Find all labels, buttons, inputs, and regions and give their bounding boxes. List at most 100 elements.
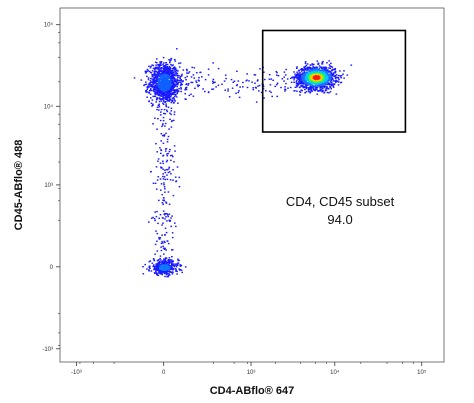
event-dot: [161, 93, 164, 95]
event-dot: [170, 107, 173, 109]
event-dot: [174, 176, 177, 178]
event-dot: [237, 80, 240, 82]
event-dot: [150, 72, 153, 74]
event-dot: [166, 273, 168, 275]
event-dot: [157, 74, 160, 76]
event-dot: [148, 100, 150, 102]
event-dot: [177, 76, 179, 79]
event-dot: [164, 83, 166, 85]
event-dot: [168, 68, 170, 71]
event-dot: [169, 61, 171, 64]
event-dot: [295, 86, 298, 88]
event-dot: [186, 68, 188, 71]
event-dot: [157, 158, 160, 160]
event-dot: [174, 150, 176, 152]
event-dot: [300, 82, 303, 84]
event-dot: [165, 93, 167, 95]
event-dot: [176, 262, 179, 264]
event-dot: [164, 70, 167, 72]
event-dot: [181, 80, 184, 83]
event-dot: [163, 186, 166, 188]
event-dot: [171, 263, 173, 265]
event-dot: [315, 85, 318, 87]
event-dot: [309, 84, 312, 86]
event-dot: [168, 94, 170, 96]
event-dot: [163, 81, 166, 83]
event-dot: [156, 151, 158, 153]
event-dot: [307, 78, 309, 80]
event-dot: [317, 77, 320, 79]
event-dot: [167, 266, 169, 268]
event-dot: [333, 75, 335, 77]
event-dot: [178, 79, 180, 82]
event-dot: [314, 89, 317, 91]
event-dot: [173, 264, 175, 267]
event-dot: [171, 268, 174, 271]
event-dot: [145, 90, 147, 92]
event-dot: [171, 261, 174, 263]
event-dot: [145, 83, 148, 85]
event-dot: [328, 83, 331, 86]
event-dot: [204, 90, 206, 93]
event-dot: [175, 72, 177, 74]
event-dot: [340, 77, 342, 79]
event-dot: [280, 86, 282, 89]
event-dot: [306, 82, 309, 84]
event-dot: [317, 63, 319, 65]
event-dot: [312, 66, 314, 68]
event-dot: [156, 108, 158, 111]
event-dot: [329, 73, 331, 75]
event-dot: [308, 66, 310, 68]
event-dot: [310, 90, 313, 92]
event-dot: [196, 72, 198, 74]
event-dot: [258, 84, 261, 87]
event-dot: [330, 76, 333, 79]
event-dot: [312, 85, 314, 87]
event-dot: [153, 80, 155, 83]
event-dot: [330, 65, 333, 68]
event-dot: [154, 70, 156, 72]
event-dot: [321, 61, 324, 64]
event-dot: [310, 64, 312, 66]
event-dot: [161, 124, 164, 126]
event-dot: [299, 72, 301, 74]
event-dot: [162, 63, 164, 66]
event-dot: [268, 90, 271, 92]
event-dot: [246, 86, 249, 89]
event-dot: [155, 266, 157, 268]
event-dot: [164, 122, 167, 125]
event-dot: [146, 85, 149, 88]
event-dot: [296, 71, 298, 73]
event-dot: [155, 73, 158, 75]
event-dot: [239, 86, 241, 88]
event-dot: [298, 74, 301, 76]
event-dot: [164, 191, 166, 193]
event-dot: [169, 95, 172, 98]
event-dot: [161, 271, 163, 273]
event-dot: [310, 85, 312, 87]
event-dot: [232, 81, 235, 83]
event-dot: [165, 161, 168, 163]
event-dot: [148, 70, 151, 73]
event-dot: [337, 74, 340, 77]
event-dot: [153, 71, 156, 73]
event-dot: [305, 68, 307, 70]
event-dot: [265, 90, 267, 92]
event-dot: [166, 138, 169, 141]
gate-rectangle[interactable]: [261, 29, 407, 133]
event-dot: [324, 78, 327, 80]
event-dot: [158, 93, 161, 96]
event-dot: [154, 89, 157, 91]
event-dot: [334, 75, 336, 77]
event-dot: [297, 83, 300, 85]
event-dot: [308, 67, 311, 70]
event-dot: [166, 93, 168, 96]
event-dot: [166, 153, 168, 155]
event-dot: [167, 84, 169, 87]
event-dot: [176, 83, 178, 85]
event-dot: [184, 266, 187, 268]
event-dot: [152, 123, 154, 125]
event-dot: [248, 80, 250, 82]
event-dot: [159, 119, 162, 122]
event-dot: [149, 67, 152, 69]
